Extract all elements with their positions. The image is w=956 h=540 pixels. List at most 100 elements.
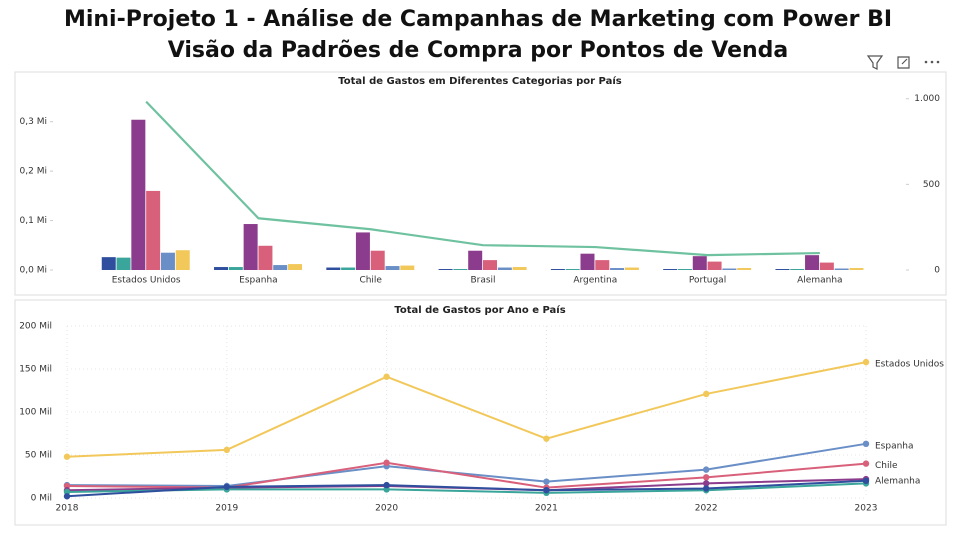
- bar: [400, 265, 415, 270]
- x-tick-label: Portugal: [689, 276, 726, 286]
- bar: [677, 269, 692, 270]
- point: [383, 459, 390, 466]
- point: [862, 460, 870, 467]
- y-tick-label: 150 Mil: [19, 365, 52, 375]
- bar: [624, 267, 639, 270]
- series-label: Alemanha: [875, 477, 920, 487]
- y-tick-label: 0,0 Mi: [20, 266, 47, 276]
- line: [66, 361, 867, 458]
- y-tick-label: 200 Mil: [19, 322, 52, 332]
- line: [66, 482, 867, 494]
- series-label: Estados Unidos: [875, 360, 944, 370]
- y-tick-label: 100 Mil: [19, 408, 52, 418]
- point: [703, 390, 710, 398]
- point: [703, 474, 710, 481]
- x-tick-label: Espanha: [239, 276, 278, 286]
- bar: [214, 267, 229, 270]
- bar: [288, 264, 303, 270]
- line: [66, 442, 867, 487]
- x-tick-label: 2022: [695, 504, 718, 514]
- bar: [273, 265, 288, 270]
- bar: [146, 190, 161, 270]
- bar: [707, 261, 722, 270]
- point: [383, 481, 390, 489]
- bar: [116, 257, 131, 270]
- chart-title: Total de Gastos em Diferentes Categorias…: [338, 75, 621, 87]
- line: [145, 100, 820, 257]
- y-tick-label: 0,2 Mi: [20, 167, 47, 177]
- bar: [550, 269, 565, 270]
- visual-toolbar: [866, 55, 940, 70]
- bar: [512, 267, 527, 270]
- bar: [243, 224, 258, 270]
- series-label: Chile: [875, 461, 898, 471]
- more-options[interactable]: [924, 60, 940, 64]
- page-title: Mini-Projeto 1 - Análise de Campanhas de…: [64, 7, 892, 32]
- bar: [483, 260, 497, 270]
- filter-icon[interactable]: [866, 55, 884, 70]
- x-tick-label: Brasil: [470, 276, 495, 286]
- x-tick-label: 2020: [375, 504, 398, 514]
- bar: [370, 250, 385, 270]
- bar: [326, 267, 341, 270]
- x-tick-label: Chile: [359, 276, 382, 286]
- point: [543, 487, 550, 494]
- point: [63, 453, 71, 460]
- y-tick-label: 0,3 Mi: [20, 117, 47, 127]
- bar: [580, 253, 595, 270]
- y-tick-label: 0 Mil: [31, 494, 52, 504]
- page-subtitle: Visão da Padrões de Compra por Pontos de…: [168, 38, 789, 63]
- bar: [175, 250, 190, 270]
- bar: [131, 119, 146, 270]
- bar: [258, 245, 273, 270]
- point: [543, 478, 550, 485]
- point: [862, 477, 870, 484]
- y-tick-label: 50 Mil: [25, 451, 52, 461]
- bar: [101, 257, 116, 270]
- bar: [722, 268, 737, 270]
- bar: [565, 269, 580, 270]
- point: [703, 480, 710, 487]
- x-tick-label: 2023: [855, 504, 878, 514]
- bar: [595, 260, 610, 270]
- bar: [468, 250, 483, 270]
- y2-tick-label: 500: [923, 180, 940, 190]
- x-tick-label: 2019: [215, 504, 238, 514]
- bar: [692, 256, 707, 270]
- chart-title: Total de Gastos por Ano e País: [394, 304, 565, 316]
- bar: [610, 268, 625, 270]
- bar: [834, 268, 849, 270]
- point: [63, 493, 71, 500]
- y2-tick-label: 1.000: [914, 94, 940, 104]
- point: [223, 446, 230, 454]
- bar: [805, 255, 820, 270]
- x-tick-label: 2018: [56, 504, 79, 514]
- bar: [737, 268, 752, 270]
- series-label: Espanha: [875, 441, 914, 451]
- line: [66, 479, 867, 498]
- point: [862, 358, 870, 366]
- bar: [160, 252, 175, 270]
- point: [703, 466, 710, 473]
- bar: [453, 269, 468, 270]
- focus-icon[interactable]: [897, 56, 910, 69]
- point: [383, 373, 390, 380]
- bar: [341, 267, 356, 270]
- x-tick-label: Argentina: [573, 276, 617, 286]
- y2-tick-label: 0: [934, 266, 940, 276]
- bar: [385, 266, 400, 270]
- bar: [438, 269, 453, 270]
- x-tick-label: Alemanha: [797, 276, 842, 286]
- bar: [819, 262, 834, 270]
- bar: [663, 269, 678, 270]
- point: [862, 440, 870, 448]
- point: [543, 435, 550, 442]
- bar: [790, 269, 805, 270]
- x-tick-label: 2021: [535, 504, 558, 514]
- x-tick-label: Estados Unidos: [112, 276, 181, 286]
- bar: [228, 267, 243, 270]
- bar: [849, 268, 864, 270]
- point: [223, 483, 230, 491]
